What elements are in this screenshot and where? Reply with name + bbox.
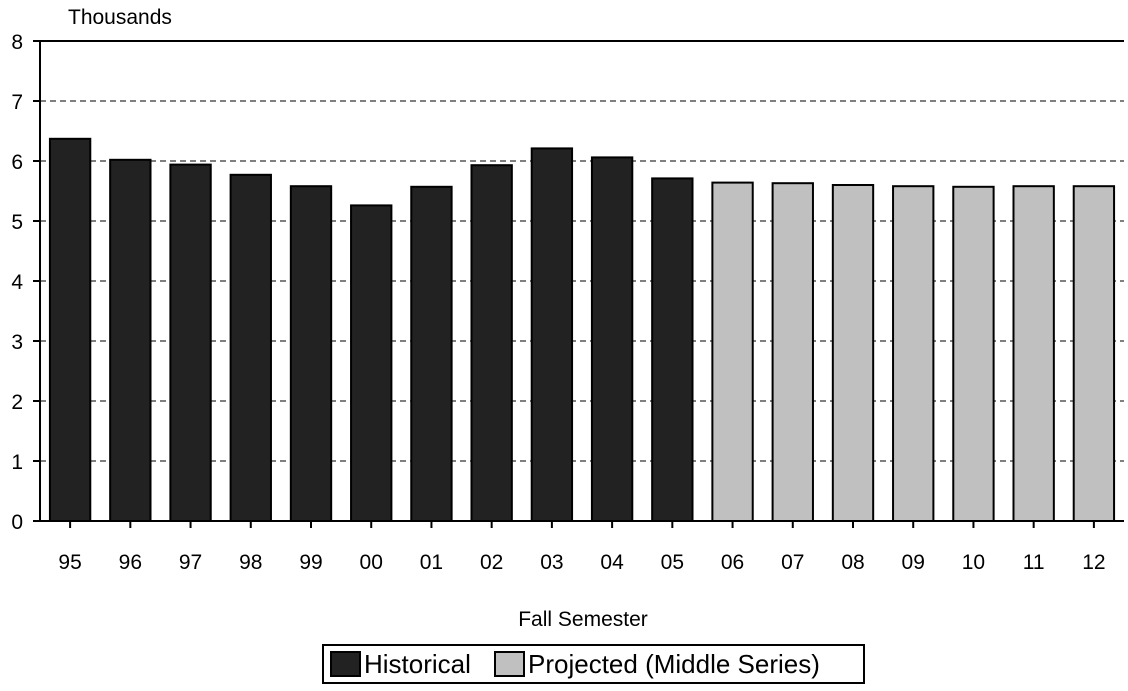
x-tick-label: 96 <box>119 551 142 574</box>
x-tick-label: 11 <box>1023 551 1045 574</box>
legend-swatch-projected <box>494 651 525 677</box>
bar <box>350 204 393 522</box>
bar <box>289 185 333 522</box>
y-tick-label: 1 <box>11 451 23 474</box>
legend: Historical Projected (Middle Series) <box>322 644 865 684</box>
legend-frame <box>322 644 865 684</box>
bar <box>1072 185 1116 522</box>
bar <box>771 182 814 522</box>
x-tick-label: 05 <box>661 551 684 574</box>
gridlines <box>40 100 1124 462</box>
x-tick-label: 04 <box>600 551 624 574</box>
x-tick-label: 02 <box>480 551 503 574</box>
y-tick-label: 0 <box>11 511 23 534</box>
bar <box>952 185 995 523</box>
y-tick-label: 2 <box>11 391 23 414</box>
x-tick-label: 03 <box>540 551 563 574</box>
x-tick-label: 09 <box>902 551 925 574</box>
bar <box>470 164 513 522</box>
y-tick-label: 7 <box>11 91 23 114</box>
x-tick-label: 98 <box>239 551 262 574</box>
legend-label-historical: Historical <box>364 649 471 679</box>
bar <box>410 185 453 523</box>
x-tick-label: 00 <box>360 551 383 574</box>
bar <box>48 137 92 523</box>
bar <box>831 184 875 522</box>
x-tick-label: 01 <box>420 551 443 574</box>
x-tick-label: 95 <box>58 551 81 574</box>
bar <box>229 173 272 523</box>
bar <box>651 177 694 522</box>
bar <box>169 163 212 522</box>
y-tick-label: 4 <box>11 271 23 294</box>
y-tick-label: 3 <box>11 331 23 354</box>
y-tick-label: 5 <box>11 211 23 234</box>
legend-label-projected: Projected (Middle Series) <box>528 649 820 679</box>
bar <box>590 156 634 522</box>
y-axis-label: Thousands <box>68 6 172 29</box>
x-tick-label: 06 <box>721 551 744 574</box>
x-tick-label: 97 <box>179 551 202 574</box>
bar <box>109 158 152 523</box>
x-tick-label: 99 <box>299 551 322 574</box>
bar <box>530 147 574 522</box>
x-tick-label: 12 <box>1082 551 1105 574</box>
x-tick-label: 07 <box>781 551 804 574</box>
x-tick-label: 10 <box>962 551 985 574</box>
legend-swatch-historical <box>330 651 361 677</box>
bar <box>1012 185 1055 522</box>
bar <box>892 185 935 522</box>
bars <box>48 137 1116 523</box>
y-tick-label: 8 <box>11 31 23 54</box>
y-tick-label: 6 <box>11 151 23 174</box>
bar <box>711 181 754 522</box>
x-axis-label: Fall Semester <box>518 608 648 631</box>
x-tick-label: 08 <box>841 551 864 574</box>
